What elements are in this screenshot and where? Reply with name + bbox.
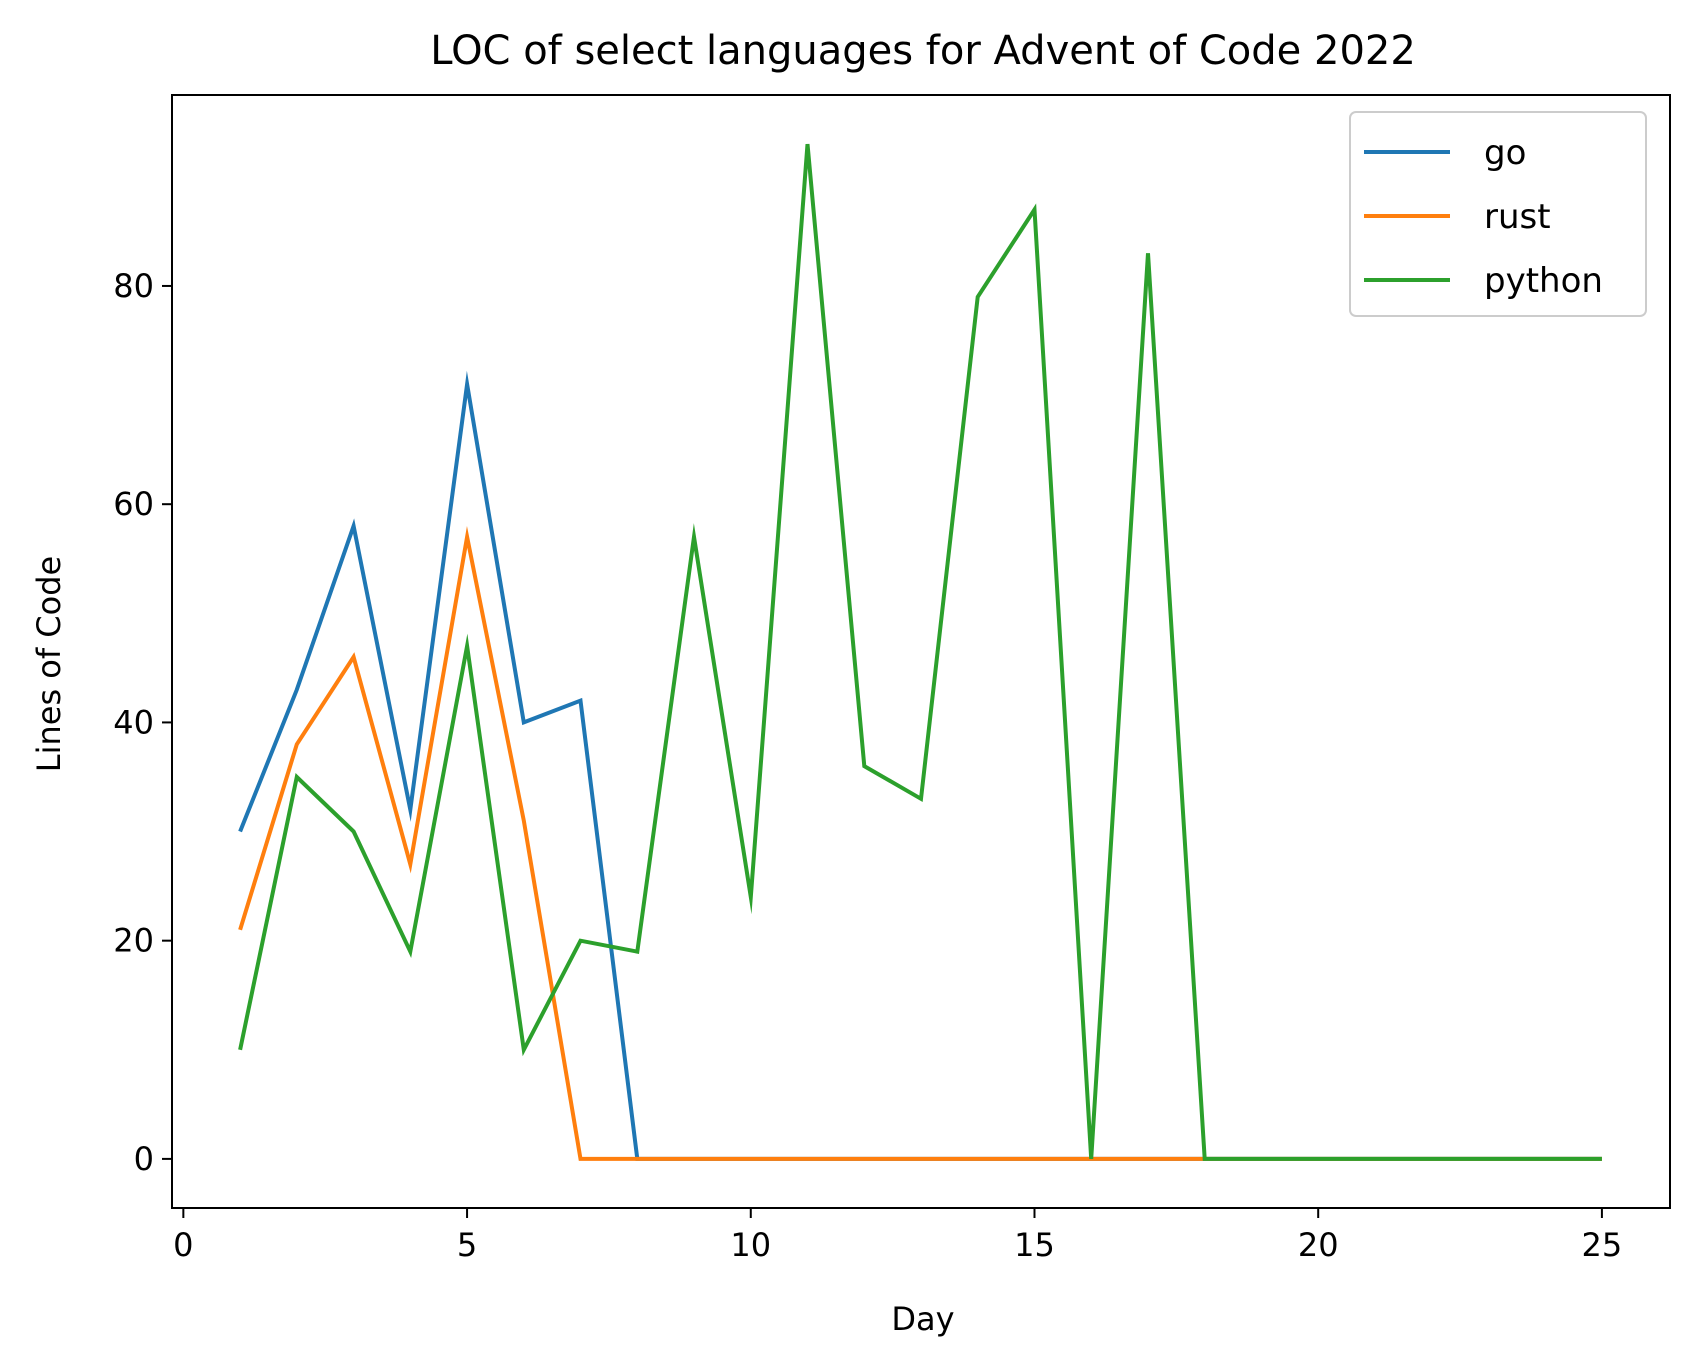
legend-box [1349,111,1647,317]
x-tick-label: 25 [1582,1226,1623,1264]
legend-label-python: python [1484,261,1603,301]
x-tick-label: 20 [1298,1226,1339,1264]
plot-frame [171,94,1671,1209]
y-tick-label: 60 [113,485,154,523]
y-tick-label: 20 [113,922,154,960]
y-tick-label: 40 [113,703,154,741]
x-tick-label: 15 [1014,1226,1055,1264]
x-tick-label: 0 [173,1226,193,1264]
legend-label-go: go [1484,133,1526,173]
x-axis-label: Day [891,1300,954,1338]
series-line-python [238,143,1602,1161]
x-tick-label: 5 [457,1226,477,1264]
x-tick-label: 10 [730,1226,771,1264]
chart-title: LOC of select languages for Advent of Co… [430,28,1416,74]
y-tick-label: 80 [113,267,154,305]
x-axis-ticks: 0 5 10 15 20 25 [173,1208,1622,1264]
series-lines [238,143,1602,1161]
legend-label-rust: rust [1484,197,1551,237]
y-axis-label: Lines of Code [30,556,68,772]
y-tick-label: 0 [134,1140,154,1178]
legend: go rust python [1349,111,1647,317]
y-axis-ticks: 0 20 40 60 80 [113,267,172,1178]
